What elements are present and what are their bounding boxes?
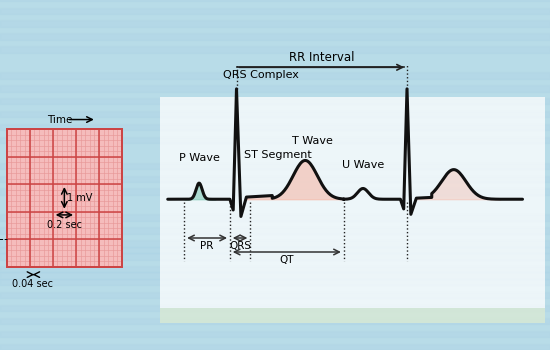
Bar [0,0,550,1]
Bar [0,53,550,59]
Bar [0,331,550,337]
Text: PR: PR [200,241,214,251]
Bar [0,285,550,292]
Bar [0,208,550,214]
Bar [0,311,550,318]
Bar [0,266,550,272]
Bar [0,272,550,279]
Text: 1 mV: 1 mV [67,193,92,203]
Bar [0,247,550,253]
Bar [7,129,122,267]
Bar [0,176,550,182]
Bar [160,308,544,323]
Bar [0,182,550,188]
Bar [0,117,550,124]
Bar [0,40,550,46]
Bar [0,318,550,324]
Bar [0,27,550,33]
Bar [0,156,550,163]
Bar [0,130,550,137]
Bar [0,240,550,247]
Text: QRS Complex: QRS Complex [223,70,299,80]
Bar [0,111,550,117]
Bar [0,234,550,240]
Text: QRS: QRS [229,241,251,251]
Text: Time: Time [47,114,73,125]
Bar [0,98,550,104]
Bar [0,324,550,331]
Text: 0.04 sec: 0.04 sec [12,279,52,289]
Bar [160,97,544,323]
Text: RR Interval: RR Interval [289,51,355,64]
Text: ST Segment: ST Segment [244,150,312,160]
Bar [0,227,550,234]
Text: P Wave: P Wave [179,153,219,163]
Bar [0,66,550,72]
Bar [0,124,550,130]
Text: 0.2 sec: 0.2 sec [47,220,82,230]
Bar [0,79,550,85]
Bar [0,195,550,201]
Bar [0,150,550,156]
Text: QT: QT [279,255,294,265]
Text: U Wave: U Wave [342,160,384,170]
Bar [0,344,550,350]
Bar [0,305,550,311]
Bar [0,188,550,195]
Bar [0,221,550,227]
Bar [7,129,122,267]
Bar [0,214,550,221]
Bar [0,59,550,66]
Bar [0,298,550,305]
Bar [0,20,550,27]
Bar [0,201,550,208]
Bar [0,279,550,285]
Bar [0,33,550,40]
Text: T Wave: T Wave [292,136,333,146]
Bar [0,14,550,20]
Bar [0,72,550,79]
Bar [0,169,550,176]
Bar [0,337,550,344]
Bar [0,260,550,266]
Bar [0,137,550,143]
Bar [0,85,550,92]
Bar [0,1,550,8]
Bar [0,46,550,53]
Bar [0,292,550,298]
Bar [0,8,550,14]
Bar [0,163,550,169]
Bar [0,253,550,260]
Bar [0,92,550,98]
Bar [0,143,550,150]
Bar [0,104,550,111]
